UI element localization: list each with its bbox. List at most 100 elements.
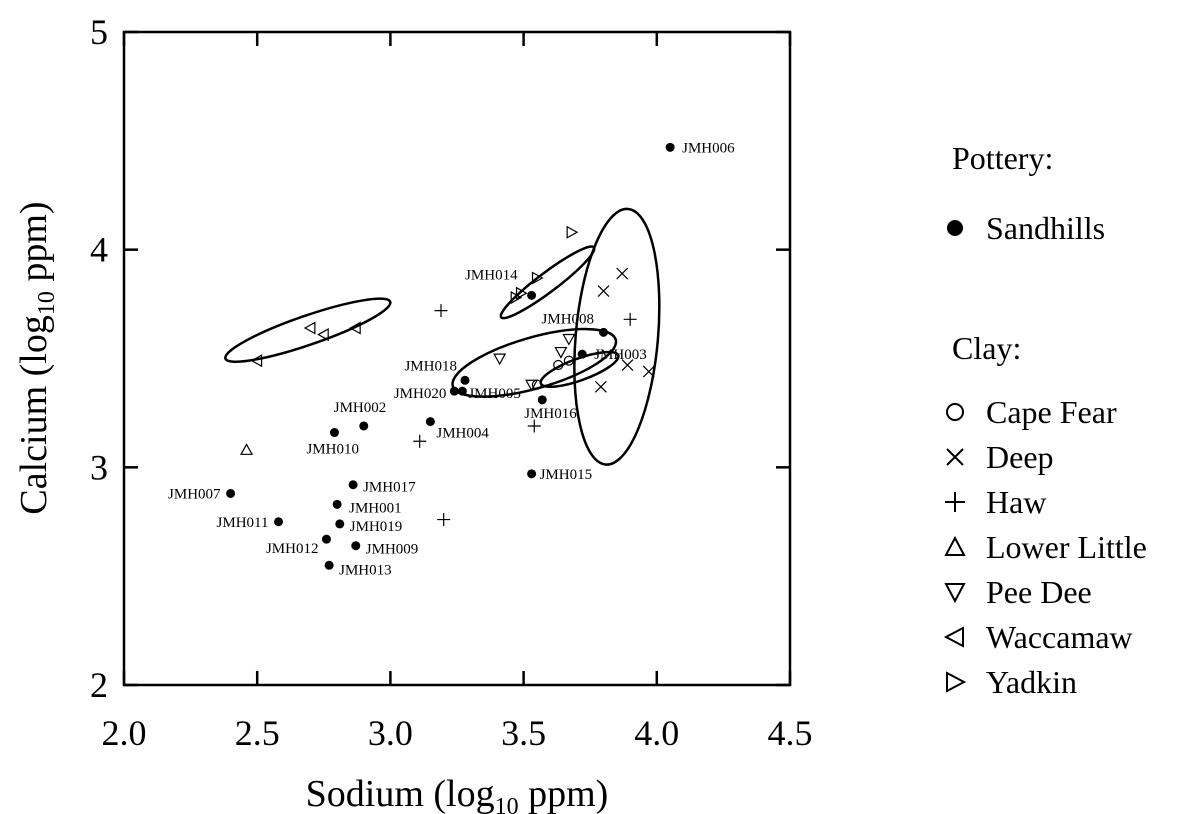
point-cape-fear [563, 355, 574, 366]
point-label: JMH009 [366, 542, 419, 558]
triangle-right-marker-icon [946, 671, 967, 693]
point-label: JMH004 [436, 426, 489, 442]
filled-circle-marker-icon [947, 220, 963, 236]
point-pee-dee [525, 379, 539, 392]
legend-clay-title: Clay: [952, 330, 1022, 366]
point-label: JMH011 [217, 515, 269, 531]
point-sandhills [359, 421, 369, 431]
point-haw [437, 513, 451, 527]
point-sandhills [527, 469, 537, 479]
point-sandhills [329, 428, 339, 438]
point-sandhills [537, 395, 547, 405]
point-label: JMH002 [334, 400, 387, 416]
y-tick-label: 3 [90, 447, 108, 487]
point-waccamaw [250, 354, 263, 368]
legend-pottery-title: Pottery: [952, 140, 1054, 176]
point-deep [642, 365, 655, 378]
point-sandhills [226, 488, 236, 498]
point-haw [434, 304, 448, 318]
legend-label: Waccamaw [986, 619, 1133, 655]
point-label: JMH005 [468, 386, 521, 402]
point-sandhills [335, 519, 345, 529]
point-sandhills [332, 499, 342, 509]
point-labels: JMH006 JMH014 JMH008 JMH003 JMH018 JMH020 JMH0… [168, 140, 735, 578]
point-label: JMH001 [349, 500, 402, 516]
legend-label: Pee Dee [986, 574, 1092, 610]
point-label: JMH003 [594, 347, 647, 363]
point-label: JMH017 [363, 480, 416, 496]
point-haw [413, 434, 427, 448]
point-sandhills [425, 417, 435, 427]
point-sandhills [324, 560, 334, 570]
point-waccamaw [303, 321, 316, 335]
point-sandhills [527, 290, 537, 300]
x-tick-label: 4.5 [768, 713, 813, 753]
x-tick-label: 3.5 [501, 713, 546, 753]
legend-label: Cape Fear [986, 394, 1117, 430]
data-points [226, 142, 675, 570]
point-cape-fear [553, 359, 564, 371]
point-sandhills [577, 349, 587, 359]
y-tick-label: 4 [90, 230, 108, 270]
x-tick-label: 2.5 [235, 713, 280, 753]
point-sandhills [321, 534, 331, 544]
point-label: JMH016 [524, 406, 577, 422]
point-yadkin [566, 225, 579, 239]
plus-marker-icon [945, 492, 965, 512]
point-sandhills [274, 517, 284, 527]
point-deep [594, 380, 607, 393]
point-sandhills [457, 386, 467, 396]
point-haw [623, 312, 637, 326]
point-deep [616, 267, 629, 280]
point-yadkin [510, 291, 523, 305]
point-waccamaw [317, 328, 329, 342]
point-label: JMH014 [465, 267, 518, 283]
confidence-ellipse [573, 207, 661, 466]
point-label: JMH008 [542, 311, 595, 327]
point-deep [597, 285, 610, 297]
point-label: JMH010 [306, 442, 359, 458]
x-tick-label: 4.0 [634, 713, 679, 753]
point-sandhills [348, 480, 358, 490]
point-label: JMH020 [394, 386, 447, 402]
confidence-ellipses [224, 207, 661, 466]
point-sandhills [351, 541, 361, 551]
triangle-up-marker-icon [944, 535, 966, 556]
axis-ticks: 2.0 2.5 3.0 3.5 4.0 4.5 2 3 4 5 [90, 12, 813, 753]
point-yadkin [515, 286, 528, 300]
y-tick-label: 2 [90, 665, 108, 705]
point-deep [621, 359, 634, 371]
point-sandhills [449, 386, 459, 396]
x-tick-label: 2.0 [102, 713, 147, 753]
point-label: JMH015 [540, 467, 593, 483]
point-pee-dee [554, 346, 568, 359]
point-yadkin [531, 271, 544, 285]
point-haw [527, 419, 541, 433]
open-circle-marker-icon [946, 403, 964, 421]
plot-frame [122, 30, 792, 687]
x-tick-label: 3.0 [368, 713, 413, 753]
point-label: JMH007 [168, 486, 221, 502]
x-axis-label: Sodium (log10 ppm) [306, 773, 609, 814]
y-tick-label: 5 [90, 12, 108, 52]
point-waccamaw [349, 321, 361, 335]
point-label: JMH012 [266, 541, 319, 557]
point-lower-little [240, 443, 254, 455]
point-label: JMH018 [404, 358, 457, 374]
point-label: JMH019 [350, 519, 403, 535]
confidence-ellipse [224, 297, 392, 363]
point-label: JMH013 [339, 562, 392, 578]
legend-label: Deep [986, 439, 1054, 475]
point-sandhills [460, 375, 470, 385]
point-sandhills [665, 142, 675, 152]
legend-label: Haw [986, 484, 1047, 520]
point-sandhills [599, 327, 609, 337]
legend-label: Sandhills [986, 210, 1106, 246]
point-pee-dee [562, 333, 576, 346]
triangle-left-marker-icon [943, 626, 964, 648]
point-label: JMH006 [682, 140, 735, 156]
x-marker-icon [946, 448, 964, 466]
legend-label: Lower Little [986, 529, 1147, 565]
legend-label: Yadkin [986, 664, 1077, 700]
